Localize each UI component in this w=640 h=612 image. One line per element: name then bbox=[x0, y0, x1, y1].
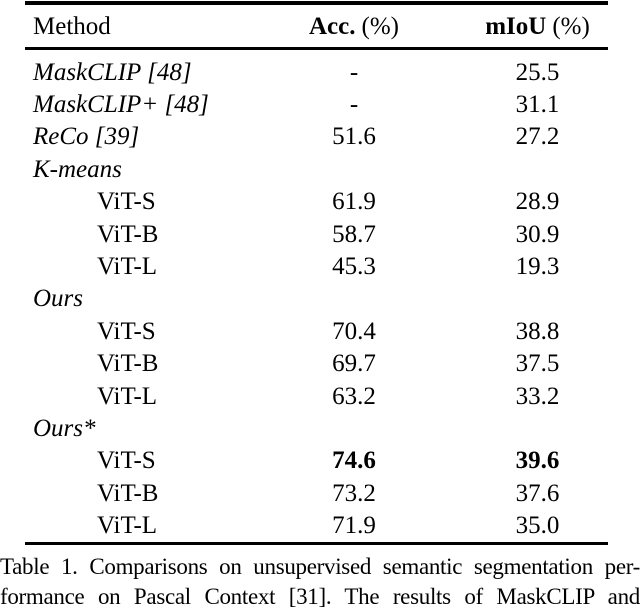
method-cell: ReCo [39] bbox=[33, 123, 140, 151]
table-row: ViT-B 58.7 30.9 bbox=[25, 218, 608, 250]
method-cell: ViT-S bbox=[97, 188, 156, 216]
acc-cell: 61.9 bbox=[332, 188, 376, 216]
miou-cell: 37.5 bbox=[515, 350, 560, 378]
acc-cell: 70.4 bbox=[332, 317, 376, 345]
acc-cell: 69.7 bbox=[332, 350, 376, 378]
column-header-method: Method bbox=[33, 12, 111, 40]
table-row: ViT-L 71.9 35.0 bbox=[25, 509, 608, 541]
acc-cell: 63.2 bbox=[332, 382, 376, 410]
miou-cell: 38.8 bbox=[515, 317, 560, 345]
table-row: ViT-L 45.3 19.3 bbox=[25, 250, 608, 282]
caption-line-1: Table 1. Comparisons on unsupervised sem… bbox=[0, 554, 640, 579]
miou-cell: 31.1 bbox=[515, 91, 560, 119]
miou-cell: 19.3 bbox=[515, 253, 560, 281]
method-cell: ViT-S bbox=[97, 317, 156, 345]
acc-cell: 73.2 bbox=[332, 479, 376, 507]
table-row: Ours bbox=[25, 283, 608, 315]
table-row: ReCo [39] 51.6 27.2 bbox=[25, 121, 608, 153]
method-cell: ViT-L bbox=[97, 253, 158, 281]
acc-cell: 45.3 bbox=[332, 253, 376, 281]
method-cell: Ours bbox=[33, 285, 84, 313]
table-bottom-rule bbox=[25, 541, 608, 545]
acc-cell: 74.6 bbox=[332, 447, 376, 475]
table-top-rule bbox=[25, 1, 608, 5]
method-cell: MaskCLIP [48] bbox=[33, 58, 192, 86]
method-cell: ViT-B bbox=[97, 220, 159, 248]
table-row: ViT-S 70.4 38.8 bbox=[25, 315, 608, 347]
column-header-acc: Acc. (%) bbox=[275, 14, 445, 39]
caption-line-2: formance on Pascal Context [31]. The res… bbox=[0, 584, 640, 609]
acc-cell: 51.6 bbox=[332, 123, 376, 151]
miou-cell: 37.6 bbox=[515, 479, 560, 507]
table-header-row: Method Acc. (%) mIoU (%) bbox=[25, 5, 608, 47]
miou-cell: 30.9 bbox=[515, 220, 560, 248]
results-table: Method Acc. (%) mIoU (%) MaskCLIP [48] - 2… bbox=[25, 1, 608, 545]
column-header-acc-unit: (%) bbox=[361, 12, 399, 40]
method-cell: ViT-B bbox=[97, 479, 159, 507]
miou-cell: 35.0 bbox=[515, 512, 560, 540]
acc-cell: - bbox=[349, 91, 359, 119]
miou-cell: 27.2 bbox=[515, 123, 560, 151]
column-header-acc-name: Acc. bbox=[309, 12, 356, 40]
table-row: ViT-L 63.2 33.2 bbox=[25, 380, 608, 412]
table-caption: Table 1. Comparisons on unsupervised sem… bbox=[0, 552, 640, 612]
column-header-miou-name: mIoU bbox=[485, 12, 547, 40]
table-row: Ours* bbox=[25, 412, 608, 444]
acc-cell: 58.7 bbox=[332, 220, 376, 248]
method-cell: MaskCLIP+ [48] bbox=[33, 91, 209, 119]
method-cell: ViT-S bbox=[97, 447, 156, 475]
table-row: MaskCLIP [48] - 25.5 bbox=[25, 56, 608, 88]
table-row: K-means bbox=[25, 153, 608, 185]
miou-cell: 28.9 bbox=[515, 188, 560, 216]
column-header-miou-unit: (%) bbox=[552, 12, 590, 40]
method-cell: K-means bbox=[33, 155, 122, 183]
acc-cell: 71.9 bbox=[332, 512, 376, 540]
acc-cell: - bbox=[349, 58, 359, 86]
column-header-miou: mIoU (%) bbox=[445, 14, 608, 39]
table-header-rule bbox=[25, 47, 608, 50]
table-row: ViT-S 74.6 39.6 bbox=[25, 445, 608, 477]
table-row: ViT-S 61.9 28.9 bbox=[25, 186, 608, 218]
table-row: ViT-B 69.7 37.5 bbox=[25, 348, 608, 380]
method-cell: Ours* bbox=[33, 414, 96, 442]
miou-cell: 33.2 bbox=[515, 382, 560, 410]
table-body: MaskCLIP [48] - 25.5 MaskCLIP+ [48] - 31… bbox=[25, 50, 608, 542]
table-row: MaskCLIP+ [48] - 31.1 bbox=[25, 88, 608, 120]
miou-cell: 25.5 bbox=[515, 58, 560, 86]
table-row: ViT-B 73.2 37.6 bbox=[25, 477, 608, 509]
method-cell: ViT-L bbox=[97, 382, 158, 410]
method-cell: ViT-L bbox=[97, 512, 158, 540]
miou-cell: 39.6 bbox=[515, 447, 560, 475]
method-cell: ViT-B bbox=[97, 350, 159, 378]
